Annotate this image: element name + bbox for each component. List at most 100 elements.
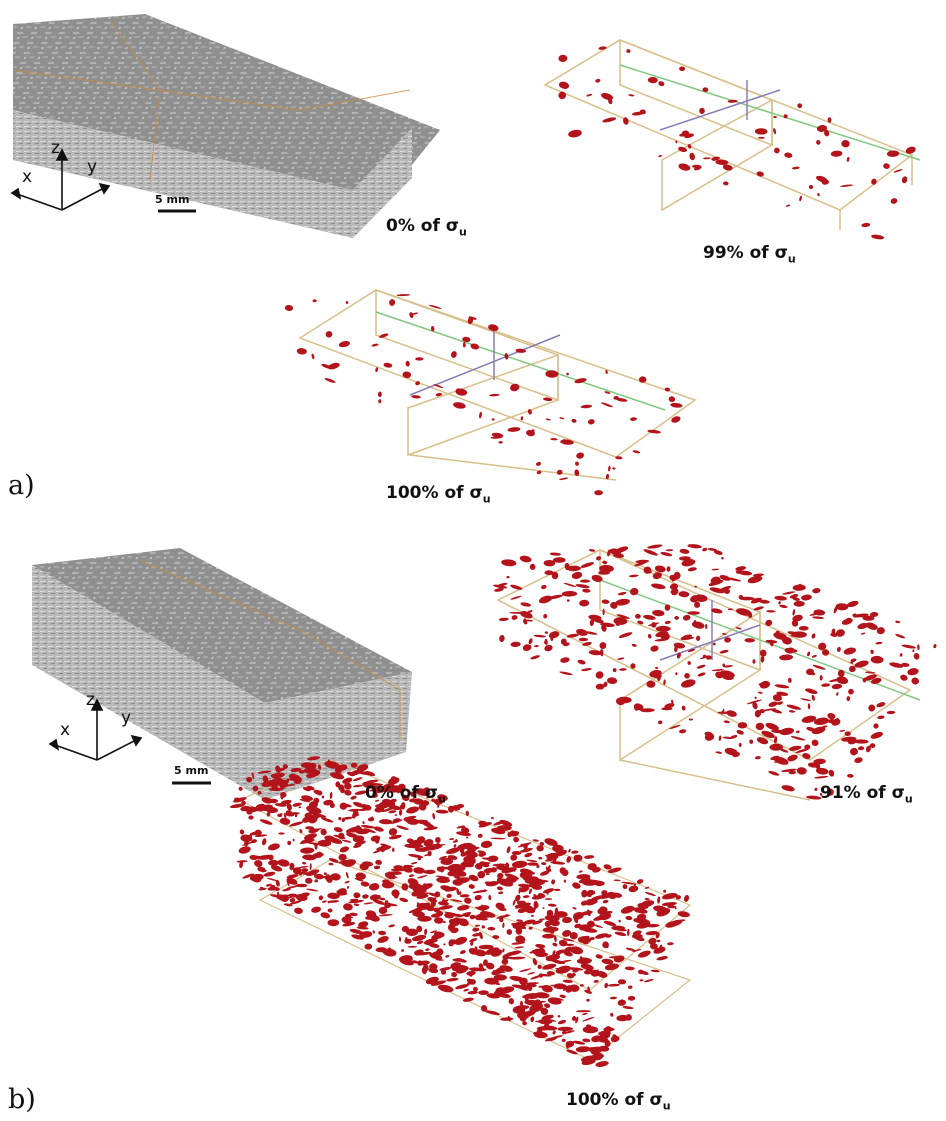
damage-blob (522, 895, 530, 899)
damage-blob (246, 808, 253, 815)
axis-z-b: z (86, 690, 95, 710)
damage-blob (655, 625, 671, 632)
damage-blob (736, 729, 744, 735)
damage-blob (454, 913, 463, 918)
damage-blob (324, 761, 340, 769)
damage-blob (775, 630, 780, 635)
damage-blob (485, 962, 495, 970)
damage-blob (663, 679, 666, 686)
damage-blob (644, 897, 650, 901)
damage-blob (814, 775, 829, 779)
damage-blob (251, 772, 255, 779)
damage-blob (545, 956, 556, 961)
damage-blob (465, 810, 469, 817)
damage-blob (266, 811, 271, 817)
damage-blob (435, 392, 443, 397)
damage-blob (586, 93, 593, 97)
damage-blob (905, 146, 916, 154)
damage-blob (299, 839, 313, 845)
damage-blob (666, 566, 671, 572)
damage-blob (616, 1014, 629, 1022)
damage-blob (644, 886, 650, 889)
damage-blob (617, 657, 625, 660)
damage-blob (831, 628, 836, 635)
damage-blob (356, 926, 369, 930)
damage-blob (477, 833, 483, 838)
damage-blob (631, 111, 644, 116)
damage-blob (510, 641, 521, 648)
damage-blob (671, 699, 674, 705)
damage-blob (544, 644, 553, 652)
damage-blob (643, 549, 658, 556)
damage-blob (544, 1003, 551, 1008)
damage-blob (566, 1049, 578, 1055)
damage-blob (876, 627, 885, 635)
damage-blob (869, 743, 876, 749)
damage-blob (674, 907, 677, 910)
damage-blob (445, 886, 457, 892)
damage-blob (558, 939, 568, 947)
damage-blob (506, 929, 513, 935)
damage-blob (261, 838, 267, 846)
damage-blob (756, 737, 769, 745)
damage-blob (571, 1016, 577, 1021)
damage-blob (627, 928, 630, 937)
damage-blob (265, 883, 272, 887)
damage-blob (520, 984, 528, 989)
damage-blob (862, 615, 875, 621)
damage-blob (373, 785, 377, 792)
damage-blob (912, 649, 915, 653)
damage-blob (895, 634, 906, 639)
caption-a-99: 99% of σu (703, 243, 796, 266)
damage-blob (510, 584, 523, 590)
specimen-b-top (32, 548, 412, 703)
damage-blob (421, 966, 428, 975)
damage-blob (647, 429, 661, 434)
damage-blob (599, 642, 607, 650)
damage-blob (584, 855, 595, 859)
damage-blob (472, 927, 480, 932)
damage-blob (349, 912, 358, 917)
damage-blob (506, 575, 510, 579)
damage-blob (602, 941, 609, 949)
damage-blob (550, 984, 562, 988)
damage-blob (566, 633, 579, 638)
damage-blob (791, 619, 799, 627)
damage-blob (857, 622, 869, 630)
damage-blob (821, 179, 829, 185)
damage-blob (736, 608, 752, 616)
damage-blob (410, 862, 418, 865)
damage-blob (656, 956, 668, 961)
damage-blob (416, 875, 428, 879)
damage-blob (652, 572, 662, 580)
damage-blob (801, 715, 817, 723)
damage-blob (806, 726, 816, 732)
damage-blob (691, 621, 705, 629)
damage-blob (868, 704, 876, 712)
damage-blob (769, 743, 784, 751)
damage-blob (603, 681, 608, 687)
damage-blob (483, 889, 487, 893)
damage-blob (259, 819, 273, 825)
damage-blob (836, 676, 849, 685)
damage-blob (602, 560, 608, 565)
damage-blob (498, 617, 509, 622)
damage-blob (523, 618, 527, 624)
damage-blob (561, 590, 578, 597)
damage-blob (435, 809, 449, 814)
damage-blob (354, 840, 366, 846)
damage-blob (669, 583, 679, 590)
damage-blob (786, 704, 802, 710)
damage-blob (530, 655, 541, 660)
damage-blob (242, 836, 250, 840)
damage-blob (478, 411, 483, 419)
damage-blob (310, 828, 322, 832)
damage-blob (694, 585, 697, 588)
damage-blob (649, 943, 658, 950)
damage-blob (474, 924, 480, 927)
damage-blob (847, 739, 856, 745)
damage-blob (843, 647, 856, 655)
damage-blob (341, 839, 352, 843)
damage-blob (429, 963, 438, 970)
damage-blob (643, 614, 656, 620)
